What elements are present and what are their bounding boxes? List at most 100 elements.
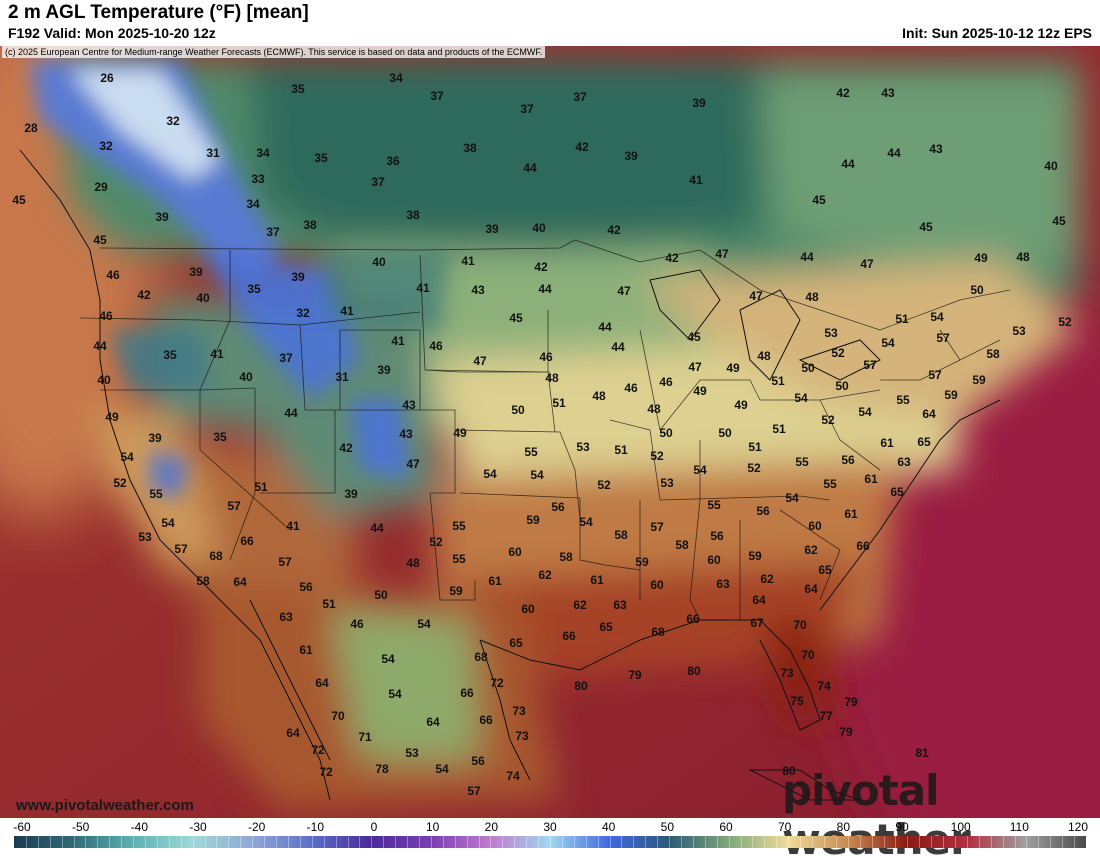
colorbar-tick-label: -50: [71, 820, 90, 834]
map-title: 2 m AGL Temperature (°F) [mean]: [8, 2, 309, 23]
temperature-label: 39: [692, 96, 706, 110]
colorbar-segment-divider: [871, 836, 873, 848]
colorbar-segment-divider: [228, 836, 230, 848]
colorbar-segment-divider: [335, 836, 337, 848]
temperature-label: 37: [573, 90, 587, 104]
temperature-label: 33: [251, 172, 265, 186]
temperature-label: 70: [793, 618, 807, 632]
temperature-label: 52: [747, 461, 761, 475]
canada-dark: [250, 60, 760, 250]
colorbar-tick-label: -30: [189, 820, 207, 834]
temperature-label: 54: [120, 450, 134, 464]
colorbar-tick-label: 60: [719, 820, 733, 834]
temperature-label: 53: [1012, 324, 1026, 338]
temperature-label: 49: [734, 398, 748, 412]
colorbar-tick-label: -40: [130, 820, 148, 834]
temperature-label: 35: [163, 348, 177, 362]
temperature-label: 56: [551, 500, 565, 514]
temperature-label: 48: [647, 402, 661, 416]
temperature-label: 39: [624, 149, 638, 163]
temperature-label: 52: [650, 449, 664, 463]
temperature-label: 58: [196, 574, 210, 588]
colorbar-segment-divider: [156, 836, 158, 848]
temperature-label: 70: [801, 648, 815, 662]
colorbar-segment-divider: [931, 836, 933, 848]
colorbar-segment-divider: [669, 836, 671, 848]
temperature-label: 45: [12, 193, 26, 207]
colorbar-tick-label: 90: [895, 820, 909, 834]
temperature-label: 70: [331, 709, 345, 723]
colorbar-segment-divider: [1074, 836, 1076, 848]
temperature-label: 52: [821, 413, 835, 427]
temperature-label: 58: [559, 550, 573, 564]
temperature-label: 54: [388, 687, 402, 701]
temperature-label: 34: [256, 146, 270, 160]
quebec-green: [760, 80, 1080, 270]
temperature-label: 26: [100, 71, 114, 85]
colorbar-segment-divider: [657, 836, 659, 848]
colorbar-segment-divider: [264, 836, 266, 848]
temperature-label: 39: [148, 431, 162, 445]
temperature-label: 59: [449, 584, 463, 598]
colorbar-segment-divider: [847, 836, 849, 848]
colorbar-segment-divider: [383, 836, 385, 848]
colorbar-segment-divider: [681, 836, 683, 848]
temperature-label: 39: [291, 270, 305, 284]
temperature-label: 65: [917, 435, 931, 449]
temperature-label: 41: [286, 519, 300, 533]
colorbar-segment-divider: [692, 836, 694, 848]
temperature-label: 63: [897, 455, 911, 469]
colorbar-segment-divider: [943, 836, 945, 848]
colorbar-segment-divider: [97, 836, 99, 848]
oregon-cold: [110, 330, 210, 390]
temperature-label: 54: [794, 391, 808, 405]
temperature-label: 46: [106, 268, 120, 282]
bc-white: [70, 70, 220, 180]
colorbar-tick-label: 40: [601, 820, 616, 834]
colorbar-segment-divider: [466, 836, 468, 848]
temperature-label: 72: [319, 765, 333, 779]
florida: [760, 620, 830, 720]
colorbar-segment-divider: [418, 836, 420, 848]
colorado-cold: [350, 400, 410, 480]
temperature-label: 45: [687, 330, 701, 344]
temperature-label: 40: [372, 255, 386, 269]
colorbar-segment-divider: [442, 836, 444, 848]
temperature-label: 49: [105, 410, 119, 424]
temperature-label: 44: [523, 161, 537, 175]
temperature-label: 60: [508, 545, 522, 559]
temperature-label: 39: [377, 363, 391, 377]
temperature-label: 45: [919, 220, 933, 234]
temperature-label: 59: [748, 549, 762, 563]
temperature-label: 52: [597, 478, 611, 492]
temperature-label: 64: [315, 676, 329, 690]
colorbar-segment-divider: [526, 836, 528, 848]
temperature-label: 44: [841, 157, 855, 171]
colorbar-segment-divider: [812, 836, 814, 848]
temperature-label: 57: [650, 520, 664, 534]
temperature-label: 43: [929, 142, 943, 156]
temperature-label: 31: [335, 370, 349, 384]
colorbar-segment-divider: [978, 836, 980, 848]
colorbar-segment-divider: [919, 836, 921, 848]
temperature-label: 50: [970, 283, 984, 297]
temperature-label: 50: [374, 588, 388, 602]
temperature-label: 56: [710, 529, 724, 543]
temperature-label: 38: [303, 218, 317, 232]
temperature-label: 42: [137, 288, 151, 302]
colorbar-segment-divider: [907, 836, 909, 848]
temperature-label: 64: [233, 575, 247, 589]
temperature-label: 37: [430, 89, 444, 103]
colorbar-tick-label: 70: [777, 820, 792, 834]
temperature-label: 64: [804, 582, 818, 596]
temperature-label: 60: [521, 602, 535, 616]
temperature-label: 43: [881, 86, 895, 100]
bc-cold: [30, 60, 280, 280]
colorbar-segment-divider: [168, 836, 170, 848]
colorbar-tick-label: -20: [247, 820, 266, 834]
temperature-label: 51: [895, 312, 909, 326]
land-layer: [60, 60, 1080, 810]
temperature-label: 61: [299, 643, 313, 657]
map-canvas: 26 35 34 37 37 37 39 42 43 28 32 32 31 34 35 36 38 42 39 44…: [0, 46, 1100, 818]
colorbar-segment-divider: [883, 836, 885, 848]
